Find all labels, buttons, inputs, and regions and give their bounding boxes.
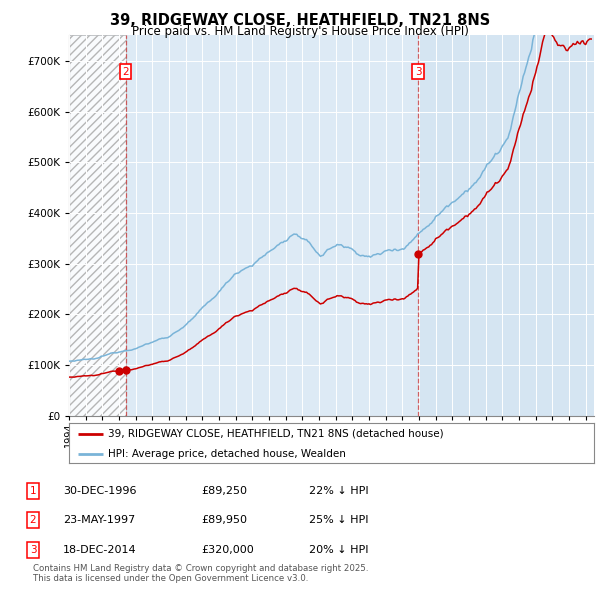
Text: 20% ↓ HPI: 20% ↓ HPI: [309, 545, 368, 555]
Text: 25% ↓ HPI: 25% ↓ HPI: [309, 516, 368, 525]
Text: 39, RIDGEWAY CLOSE, HEATHFIELD, TN21 8NS: 39, RIDGEWAY CLOSE, HEATHFIELD, TN21 8NS: [110, 13, 490, 28]
Text: 22% ↓ HPI: 22% ↓ HPI: [309, 486, 368, 496]
Bar: [418, 35, 594, 416]
Text: 2: 2: [122, 67, 129, 77]
Text: 3: 3: [415, 67, 422, 77]
Text: 1: 1: [29, 486, 37, 496]
Text: £320,000: £320,000: [201, 545, 254, 555]
Text: 23-MAY-1997: 23-MAY-1997: [63, 516, 135, 525]
Text: 2: 2: [29, 516, 37, 525]
Text: Price paid vs. HM Land Registry's House Price Index (HPI): Price paid vs. HM Land Registry's House …: [131, 25, 469, 38]
Text: HPI: Average price, detached house, Wealden: HPI: Average price, detached house, Weal…: [109, 450, 346, 460]
Text: This data is licensed under the Open Government Licence v3.0.: This data is licensed under the Open Gov…: [33, 574, 308, 583]
Bar: [69, 35, 125, 416]
Text: 18-DEC-2014: 18-DEC-2014: [63, 545, 137, 555]
Text: 3: 3: [29, 545, 37, 555]
Text: 30-DEC-1996: 30-DEC-1996: [63, 486, 137, 496]
Text: £89,950: £89,950: [201, 516, 247, 525]
Text: Contains HM Land Registry data © Crown copyright and database right 2025.: Contains HM Land Registry data © Crown c…: [33, 565, 368, 573]
Text: £89,250: £89,250: [201, 486, 247, 496]
Text: 39, RIDGEWAY CLOSE, HEATHFIELD, TN21 8NS (detached house): 39, RIDGEWAY CLOSE, HEATHFIELD, TN21 8NS…: [109, 429, 444, 439]
